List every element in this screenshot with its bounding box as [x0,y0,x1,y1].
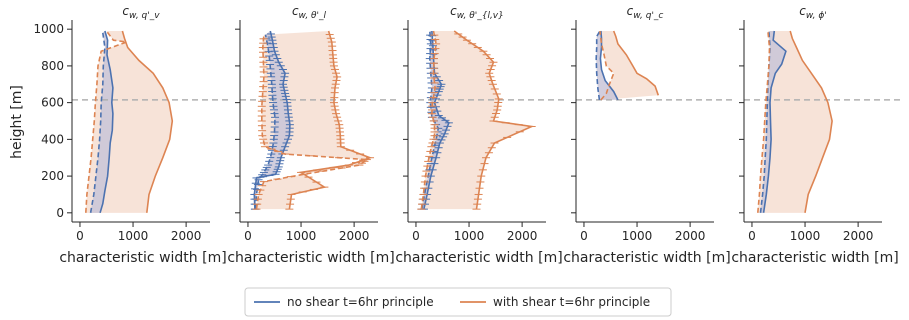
panel-2: 0 1000 2000 characteristic width [m] cw, θ'_… [227,4,400,266]
x-tick-label: 1000 [454,229,485,243]
x-tick-label: 0 [412,229,420,243]
x-tick-label: 2000 [507,229,538,243]
series-with-shear-dashed [599,30,615,101]
x-tick-label: 1000 [286,229,317,243]
fill-with-shear [599,31,659,100]
x-tick-label: 2000 [675,229,706,243]
x-tick-label: 1000 [118,229,149,243]
x-tick-label: 2000 [843,229,874,243]
y-tick-label: 1000 [33,22,64,36]
y-axis-label: height [m] [9,85,25,159]
series-with-shear-solid [121,30,174,213]
fill-no-shear [90,31,113,213]
series-no-shear-dashed [254,34,276,210]
x-tick-label: 0 [748,229,756,243]
x-axis-label: characteristic width [m] [731,250,898,266]
legend: no shear t=6hr principle with shear t=6h… [244,287,672,317]
series-no-shear-dashed [595,30,601,101]
fill-no-shear [760,31,786,213]
series-no-shear-solid [762,30,787,213]
x-axis-label: characteristic width [m] [227,250,394,266]
panel-title: cw, q'_v [122,4,160,21]
series-no-shear-dashed [89,32,106,213]
x-tick-label: 1000 [622,229,653,243]
series-no-shear-solid [99,30,114,214]
x-tick-label: 2000 [339,229,370,243]
panels: 0 200 400 600 800 1000 0 1000 2000 characteristic… [33,4,904,266]
y-tick-label: 200 [41,169,64,183]
series-with-shear-solid [789,30,833,213]
y-tick-label: 800 [41,59,64,73]
fill-no-shear [254,31,290,210]
panel-title: cw, θ'_{l,v} [450,4,504,21]
x-tick-label: 2000 [171,229,202,243]
x-axis-label: characteristic width [m] [395,250,562,266]
x-axis-label: characteristic width [m] [563,250,730,266]
y-tick-label: 0 [56,206,64,220]
legend-label-no-shear: no shear t=6hr principle [287,295,434,309]
panel-title: cw, q'_c [627,4,664,21]
x-tick-label: 0 [580,229,588,243]
x-axis-label: characteristic width [m] [59,250,226,266]
panel-1: 0 200 400 600 800 1000 0 1000 2000 characteristic… [33,4,232,266]
y-tick-label: 600 [41,96,64,110]
series-with-shear-dashed [420,30,437,210]
x-tick-label: 1000 [790,229,821,243]
y-tick-label: 400 [41,132,64,146]
panel-3: 0 1000 2000 characteristic width [m] cw, θ'_… [395,4,568,266]
series-with-shear-dashed [85,30,127,213]
series-with-shear-solid [612,30,660,96]
series-with-shear-dashed [757,30,771,213]
fill-no-shear [421,31,449,210]
x-tick-label: 0 [76,229,84,243]
panel-title: cw, θ'_l [292,4,327,21]
series-with-shear-dashed [255,34,370,210]
panel-5: 0 1000 2000 characteristic width [m] cw, ϕ' [731,4,904,266]
legend-label-with-shear: with shear t=6hr principle [493,295,650,309]
series-no-shear-solid [253,30,291,210]
fill-with-shear [421,31,532,210]
panel-title: cw, ϕ' [799,4,827,21]
x-tick-label: 0 [244,229,252,243]
panel-4: 0 1000 2000 characteristic width [m] cw, q'_… [563,4,736,266]
legend-box [244,287,672,317]
fill-no-shear [596,31,618,100]
